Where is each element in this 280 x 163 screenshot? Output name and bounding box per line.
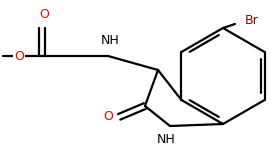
Text: Br: Br (245, 14, 259, 27)
Text: O: O (103, 110, 113, 123)
Text: O: O (39, 8, 49, 21)
Text: NH: NH (101, 34, 119, 47)
Text: O: O (14, 50, 24, 62)
Text: NH: NH (157, 133, 175, 146)
